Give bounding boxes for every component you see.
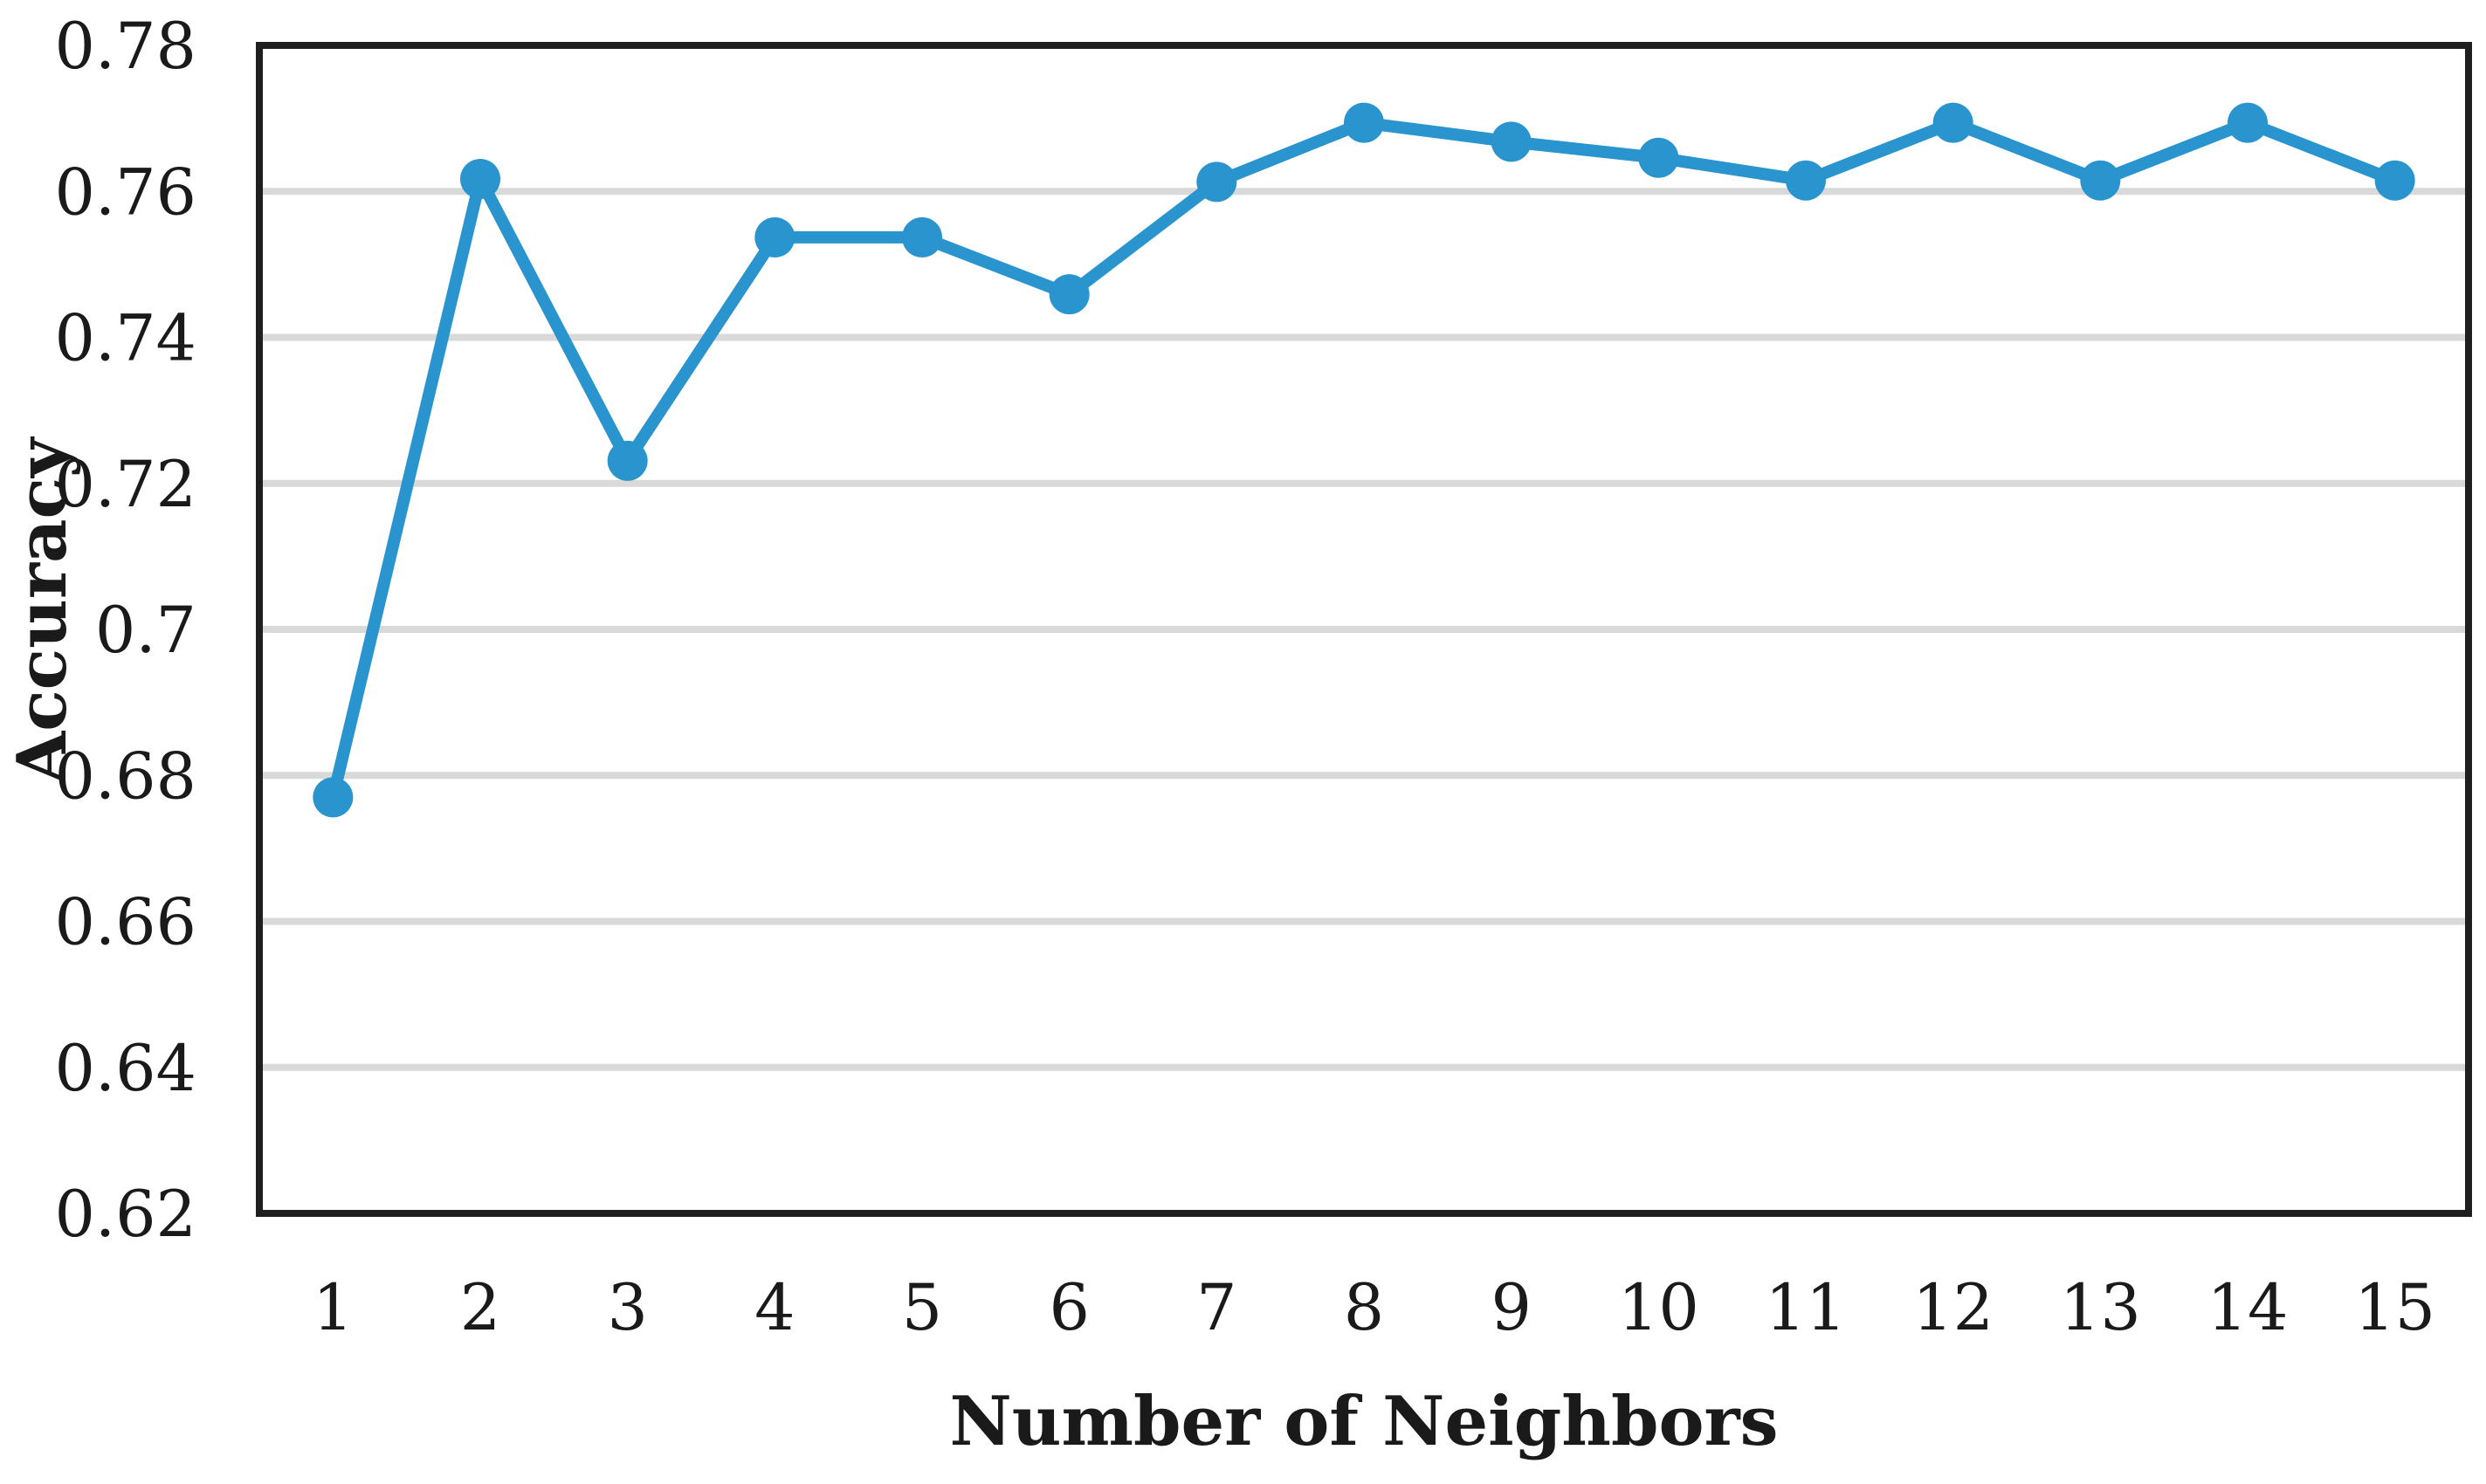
x-tick-label: 14 [2207, 1271, 2289, 1345]
data-point-marker [902, 216, 942, 258]
y-tick-label: 0.66 [54, 886, 196, 960]
x-tick-label: 15 [2354, 1271, 2435, 1345]
y-axis-tick-labels: 0.78 0.76 0.74 0.72 0.7 0.68 0.66 0.64 0.62 [54, 10, 196, 1252]
data-point-marker [754, 216, 795, 258]
x-axis-tick-labels: 1 2 3 4 5 6 7 8 9 10 11 12 13 14 15 [313, 1271, 2435, 1345]
data-point-marker [2374, 160, 2415, 201]
data-point-marker [2080, 160, 2121, 201]
data-point-marker [313, 777, 354, 818]
x-tick-label: 10 [1618, 1271, 1699, 1345]
x-tick-label: 5 [902, 1271, 942, 1345]
y-tick-label: 0.74 [54, 302, 196, 376]
data-point-marker [1196, 161, 1237, 203]
x-tick-label: 1 [313, 1271, 353, 1345]
data-point-marker [2228, 102, 2268, 143]
x-tick-label: 11 [1766, 1271, 1847, 1345]
y-tick-label: 0.64 [54, 1032, 196, 1106]
plot-frame [256, 42, 2472, 1217]
x-tick-label: 8 [1344, 1271, 1384, 1345]
x-tick-label: 7 [1196, 1271, 1236, 1345]
data-series-group [313, 102, 2415, 818]
x-tick-label: 13 [2060, 1271, 2141, 1345]
data-point-marker [607, 440, 648, 481]
x-tick-label: 9 [1491, 1271, 1531, 1345]
data-point-marker [460, 159, 500, 200]
data-point-marker [1932, 102, 1973, 143]
y-axis-title: Accuracy [3, 436, 82, 785]
data-point-marker [1344, 102, 1384, 143]
y-tick-label: 0.78 [54, 10, 196, 84]
gridlines-group [259, 188, 2469, 1071]
data-point-marker [1638, 137, 1679, 178]
y-tick-label: 0.7 [95, 594, 196, 668]
x-tick-label: 3 [607, 1271, 647, 1345]
y-tick-label: 0.76 [54, 155, 196, 230]
x-tick-label: 4 [754, 1271, 795, 1345]
y-tick-label: 0.72 [54, 448, 196, 522]
data-point-marker [1049, 274, 1090, 315]
y-tick-label: 0.68 [54, 739, 196, 814]
x-axis-title: Number of Neighbors [949, 1382, 1778, 1461]
y-tick-label: 0.62 [54, 1178, 196, 1252]
data-point-marker [1786, 160, 1826, 201]
x-tick-label: 6 [1049, 1271, 1089, 1345]
x-tick-label: 2 [460, 1271, 500, 1345]
x-tick-label: 12 [1912, 1271, 1994, 1345]
data-point-marker [1491, 121, 1532, 162]
